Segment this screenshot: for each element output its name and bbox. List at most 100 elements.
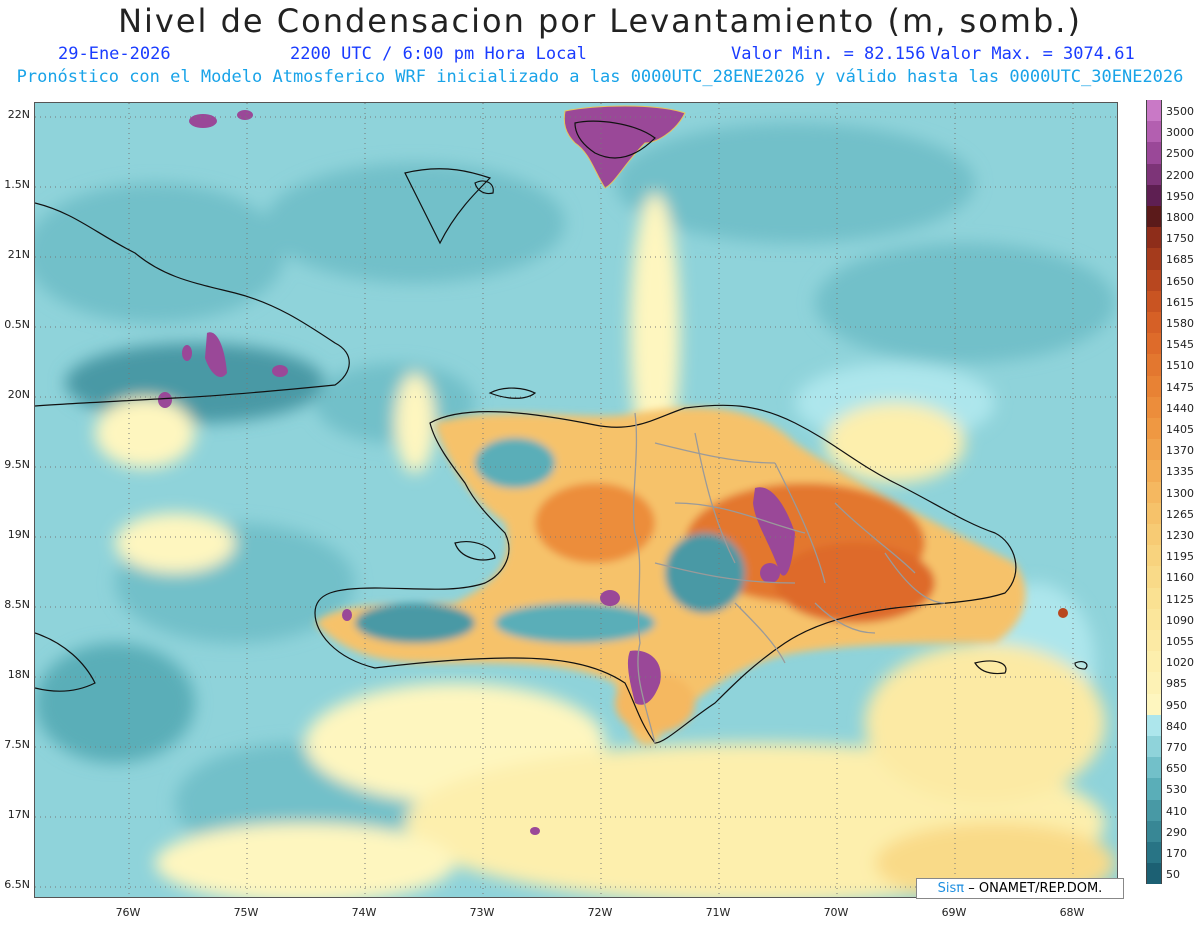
legend-level-label: 950 — [1166, 698, 1187, 712]
legend-swatch — [1146, 312, 1162, 334]
legend-level-label: 1195 — [1166, 550, 1194, 564]
lat-label: 17N — [7, 808, 30, 821]
hispaniola-field — [315, 407, 1026, 745]
legend-level-label: 985 — [1166, 677, 1187, 691]
legend-swatch — [1146, 757, 1162, 779]
credit-box: Sisπ – ONAMET/REP.DOM. — [916, 878, 1124, 899]
legend-level-label: 840 — [1166, 719, 1187, 733]
legend-swatch — [1146, 545, 1162, 567]
legend-level-label: 1950 — [1166, 189, 1194, 203]
legend-level-label: 1615 — [1166, 295, 1194, 309]
legend-level-label: 1580 — [1166, 317, 1194, 330]
legend-swatch — [1146, 269, 1162, 291]
legend-level-label: 1405 — [1166, 423, 1194, 436]
forecast-description: Pronóstico con el Modelo Atmosferico WRF… — [16, 67, 1184, 87]
legend-level-label: 3500 — [1166, 105, 1194, 118]
coastlines — [35, 120, 1088, 744]
legend-swatch — [1146, 121, 1162, 143]
legend-level-label: 1020 — [1166, 656, 1194, 670]
legend-swatch — [1146, 375, 1162, 397]
lat-label: 19N — [7, 528, 30, 541]
legend-level-label: 1230 — [1166, 529, 1194, 542]
legend-swatch — [1146, 566, 1162, 588]
lat-label: 22N — [7, 108, 30, 121]
legend-level-label: 2500 — [1166, 147, 1194, 161]
province-boundaries — [632, 412, 946, 744]
legend-level-label: 530 — [1166, 783, 1187, 797]
lon-label: 70W — [823, 906, 849, 919]
legend-swatch — [1146, 863, 1162, 885]
legend-level-label: 1510 — [1166, 359, 1194, 373]
legend-level-label: 50 — [1166, 868, 1180, 882]
legend-swatch — [1146, 820, 1162, 842]
legend-swatch — [1146, 460, 1162, 482]
legend-swatch — [1146, 248, 1162, 270]
legend-level-label: 1750 — [1166, 232, 1194, 246]
legend-level-label: 3000 — [1166, 126, 1194, 140]
lat-label: 7.5N — [4, 738, 30, 751]
forecast-time: 2200 UTC / 6:00 pm Hora Local — [290, 44, 587, 64]
lon-label: 69W — [941, 906, 967, 919]
legend-swatch — [1146, 778, 1162, 800]
lat-label: 0.5N — [4, 318, 30, 331]
lon-label: 74W — [351, 906, 377, 919]
map-canvas — [35, 103, 1117, 897]
legend-swatch — [1146, 630, 1162, 652]
credit-text: – ONAMET/REP.DOM. — [968, 881, 1103, 896]
legend-level-label: 170 — [1166, 847, 1187, 860]
legend-level-label: 1370 — [1166, 444, 1194, 458]
legend-level-label: 1475 — [1166, 380, 1194, 394]
lon-label: 73W — [469, 906, 495, 919]
legend-swatch — [1146, 290, 1162, 312]
legend-swatch — [1146, 608, 1162, 630]
legend-level-label: 1335 — [1166, 465, 1194, 479]
legend-level-label: 2200 — [1166, 168, 1194, 182]
legend-swatch — [1146, 587, 1162, 609]
legend-swatch — [1146, 396, 1162, 418]
forecast-date: 29-Ene-2026 — [58, 44, 171, 64]
legend-swatch — [1146, 481, 1162, 503]
legend-swatch — [1146, 206, 1162, 228]
legend-swatch — [1146, 354, 1162, 376]
legend-swatch — [1146, 227, 1162, 249]
legend-swatch — [1146, 693, 1162, 715]
map-title: Nivel de Condensacion por Levantamiento … — [118, 2, 1082, 40]
legend-swatch — [1146, 672, 1162, 694]
lat-label: 8.5N — [4, 598, 30, 611]
lat-label: 18N — [7, 668, 30, 681]
legend-level-label: 1265 — [1166, 507, 1194, 521]
legend-swatch — [1146, 799, 1162, 821]
legend-swatch — [1146, 651, 1162, 673]
legend-swatch — [1146, 163, 1162, 185]
legend-level-label: 1685 — [1166, 253, 1194, 267]
legend-level-label: 1650 — [1166, 274, 1194, 288]
legend-level-label: 1545 — [1166, 338, 1194, 352]
graticule — [35, 103, 1117, 897]
legend-swatch — [1146, 418, 1162, 440]
legend-swatch — [1146, 842, 1162, 864]
legend-level-label: 1440 — [1166, 401, 1194, 415]
legend-level-label: 770 — [1166, 741, 1187, 754]
sispi-logo: Sisπ — [937, 881, 965, 896]
legend-level-label: 290 — [1166, 825, 1187, 839]
legend-swatch — [1146, 333, 1162, 355]
min-value: Valor Min. = 82.156 — [731, 44, 926, 64]
legend-level-label: 410 — [1166, 804, 1187, 818]
high-lcl-patches — [158, 105, 1068, 835]
lon-label: 68W — [1059, 906, 1085, 919]
legend-level-label: 1160 — [1166, 571, 1194, 585]
legend-level-label: 1090 — [1166, 613, 1194, 627]
legend-level-label: 1300 — [1166, 486, 1194, 500]
lon-label: 75W — [233, 906, 259, 919]
legend-swatch — [1146, 714, 1162, 736]
lat-label: 1.5N — [4, 178, 30, 191]
legend-swatch — [1146, 142, 1162, 164]
lat-label: 20N — [7, 388, 30, 401]
legend-swatch — [1146, 439, 1162, 461]
lon-label: 76W — [115, 906, 141, 919]
lat-label: 6.5N — [4, 878, 30, 891]
legend-level-label: 650 — [1166, 762, 1187, 776]
lat-label: 9.5N — [4, 458, 30, 471]
max-value: Valor Max. = 3074.61 — [930, 44, 1135, 64]
legend-swatch — [1146, 184, 1162, 206]
